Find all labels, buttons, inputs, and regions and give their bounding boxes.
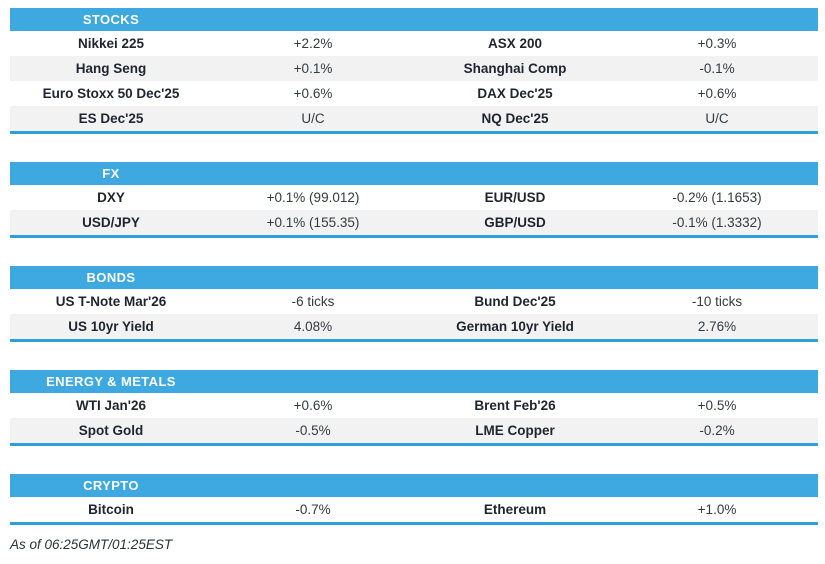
instrument-label: Shanghai Comp (463, 61, 567, 76)
instrument-value: +1.0% (697, 502, 737, 517)
instrument-value: 4.08% (293, 319, 333, 334)
instrument-value: +0.6% (697, 86, 737, 101)
instrument-value: +0.6% (293, 86, 333, 101)
instrument-value: +0.1% (99.012) (266, 190, 360, 205)
table-row: Spot Gold -0.5% LME Copper -0.2% (10, 418, 818, 443)
instrument-value: +0.3% (697, 36, 737, 51)
section-fx: FX DXY +0.1% (99.012) EUR/USD -0.2% (1.1… (10, 162, 818, 238)
section-title: CRYPTO (83, 478, 139, 493)
section-energy-metals: ENERGY & METALS WTI Jan'26 +0.6% Brent F… (10, 370, 818, 446)
instrument-value: 2.76% (697, 319, 737, 334)
section-title: ENERGY & METALS (46, 374, 176, 389)
section-bonds: BONDS US T-Note Mar'26 -6 ticks Bund Dec… (10, 266, 818, 342)
table-row: DXY +0.1% (99.012) EUR/USD -0.2% (1.1653… (10, 185, 818, 210)
instrument-label: USD/JPY (82, 215, 140, 230)
instrument-label: GBP/USD (484, 215, 546, 230)
table-row: ES Dec'25 U/C NQ Dec'25 U/C (10, 106, 818, 131)
instrument-label: EUR/USD (484, 190, 546, 205)
instrument-label: German 10yr Yield (456, 319, 574, 334)
instrument-label: NQ Dec'25 (481, 111, 549, 126)
instrument-value: -0.1% (1.3332) (672, 215, 762, 230)
instrument-value: +0.5% (697, 398, 737, 413)
instrument-value: +0.1% (155.35) (266, 215, 360, 230)
instrument-label: ASX 200 (487, 36, 543, 51)
instrument-value: -0.5% (295, 423, 331, 438)
instrument-label: DXY (97, 190, 125, 205)
instrument-label: Ethereum (483, 502, 547, 517)
table-row: USD/JPY +0.1% (155.35) GBP/USD -0.1% (1.… (10, 210, 818, 235)
table-row: US T-Note Mar'26 -6 ticks Bund Dec'25 -1… (10, 289, 818, 314)
section-stocks: STOCKS Nikkei 225 +2.2% ASX 200 +0.3% Ha… (10, 8, 818, 134)
instrument-label: Bund Dec'25 (474, 294, 556, 309)
instrument-label: Bitcoin (88, 502, 134, 517)
instrument-label: DAX Dec'25 (477, 86, 553, 101)
section-header-energy-metals: ENERGY & METALS (10, 370, 818, 393)
section-crypto: CRYPTO Bitcoin -0.7% Ethereum +1.0% (10, 474, 818, 525)
instrument-label: Brent Feb'26 (474, 398, 556, 413)
instrument-value: -6 ticks (291, 294, 335, 309)
instrument-value: +2.2% (293, 36, 333, 51)
instrument-label: LME Copper (475, 423, 555, 438)
instrument-value: -0.2% (1.1653) (672, 190, 762, 205)
instrument-value: -0.1% (699, 61, 735, 76)
instrument-label: Hang Seng (75, 61, 147, 76)
section-header-stocks: STOCKS (10, 8, 818, 31)
instrument-value: +0.1% (293, 61, 333, 76)
section-header-bonds: BONDS (10, 266, 818, 289)
instrument-value: U/C (705, 111, 729, 126)
table-row: Hang Seng +0.1% Shanghai Comp -0.1% (10, 56, 818, 81)
section-title: BONDS (86, 270, 136, 285)
table-row: Euro Stoxx 50 Dec'25 +0.6% DAX Dec'25 +0… (10, 81, 818, 106)
instrument-label: US T-Note Mar'26 (55, 294, 167, 309)
section-title: FX (102, 166, 120, 181)
table-row: Bitcoin -0.7% Ethereum +1.0% (10, 497, 818, 522)
instrument-value: -0.2% (699, 423, 735, 438)
section-title: STOCKS (82, 12, 140, 27)
market-wrap-table: STOCKS Nikkei 225 +2.2% ASX 200 +0.3% Ha… (10, 8, 818, 553)
instrument-label: WTI Jan'26 (76, 398, 146, 413)
table-row: US 10yr Yield 4.08% German 10yr Yield 2.… (10, 314, 818, 339)
instrument-label: Spot Gold (78, 423, 144, 438)
instrument-value: U/C (301, 111, 325, 126)
instrument-label: Nikkei 225 (77, 36, 145, 51)
instrument-label: Euro Stoxx 50 Dec'25 (42, 86, 180, 101)
section-header-fx: FX (10, 162, 818, 185)
as-of-timestamp: As of 06:25GMT/01:25EST (10, 537, 173, 552)
instrument-label: US 10yr Yield (68, 319, 154, 334)
instrument-value: +0.6% (293, 398, 333, 413)
table-row: Nikkei 225 +2.2% ASX 200 +0.3% (10, 31, 818, 56)
instrument-label: ES Dec'25 (78, 111, 144, 126)
table-row: WTI Jan'26 +0.6% Brent Feb'26 +0.5% (10, 393, 818, 418)
instrument-value: -10 ticks (691, 294, 743, 309)
instrument-value: -0.7% (295, 502, 331, 517)
section-header-crypto: CRYPTO (10, 474, 818, 497)
